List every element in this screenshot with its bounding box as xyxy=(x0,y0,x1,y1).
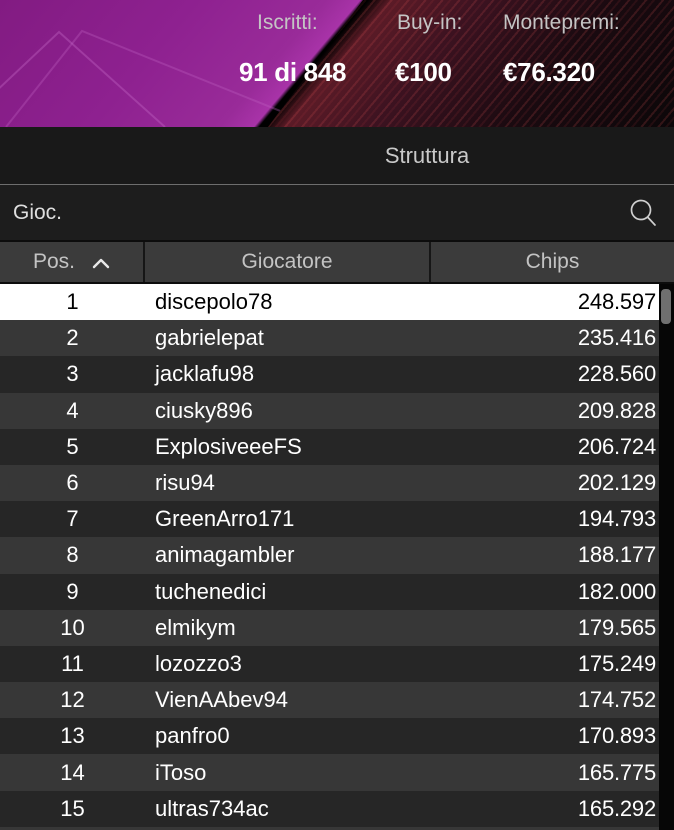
row-pos: 3 xyxy=(66,361,79,387)
column-header-pos[interactable]: Pos. xyxy=(0,242,145,282)
row-player: ultras734ac xyxy=(155,795,269,821)
row-pos: 14 xyxy=(60,759,85,785)
prizepool-label: Montepremi: xyxy=(503,11,620,34)
table-row[interactable]: 1 discepolo78 248.597 xyxy=(0,284,659,321)
row-player: lozozzo3 xyxy=(155,650,242,676)
row-player: gabrielepat xyxy=(155,325,264,351)
prizepool-value: €76.320 xyxy=(503,57,595,87)
row-chips: 188.177 xyxy=(577,542,656,568)
row-pos: 9 xyxy=(66,578,79,604)
row-pos: 10 xyxy=(60,614,85,640)
row-chips: 174.752 xyxy=(577,687,656,713)
row-pos: 15 xyxy=(60,795,85,821)
row-chips: 170.893 xyxy=(577,723,656,749)
column-header-player[interactable]: Giocatore xyxy=(145,242,431,282)
table-row[interactable]: 5 ExplosiveeeFS 206.724 xyxy=(0,428,659,465)
player-search-bar xyxy=(0,184,674,240)
row-player: tuchenedici xyxy=(155,578,267,604)
row-player: ciusky896 xyxy=(155,397,253,423)
mountain-triangles-decoration xyxy=(0,29,321,127)
table-row[interactable]: 11 lozozzo3 175.249 xyxy=(0,645,659,683)
row-pos: 8 xyxy=(66,542,79,568)
table-row[interactable]: 2 gabrielepat 235.416 xyxy=(0,320,659,357)
row-pos: 11 xyxy=(61,650,84,676)
table-row[interactable]: 4 ciusky896 209.828 xyxy=(0,392,659,429)
row-chips: 165.292 xyxy=(577,795,656,821)
tournament-header: Iscritti: 91 di 848 Buy-in: €100 Montepr… xyxy=(0,0,674,127)
row-player: risu94 xyxy=(155,470,215,496)
row-pos: 7 xyxy=(66,506,79,532)
row-player: elmikym xyxy=(155,614,236,640)
table-row[interactable]: 12 VienAAbev94 174.752 xyxy=(0,682,659,719)
row-chips: 182.000 xyxy=(577,578,656,604)
row-chips: 209.828 xyxy=(577,397,656,423)
scrollbar-thumb[interactable] xyxy=(661,289,671,324)
row-chips: 165.775 xyxy=(577,759,656,785)
row-chips: 248.597 xyxy=(577,289,656,315)
buyin-value: €100 xyxy=(395,57,452,87)
table-row[interactable]: 10 elmikym 179.565 xyxy=(0,609,659,646)
tab-struttura[interactable]: Struttura xyxy=(384,143,470,168)
entrants-value: 91 di 848 xyxy=(239,57,347,87)
row-chips: 175.249 xyxy=(577,650,656,676)
row-chips: 179.565 xyxy=(577,614,656,640)
row-chips: 235.416 xyxy=(577,325,656,351)
table-row[interactable]: 15 ultras734ac 165.292 xyxy=(0,790,659,827)
row-chips: 206.724 xyxy=(577,433,656,459)
table-header: Pos. Giocatore Chips xyxy=(0,240,674,284)
table-row[interactable]: 8 animagambler 188.177 xyxy=(0,537,659,574)
table-row-partial xyxy=(0,826,659,830)
entrants-label: Iscritti: xyxy=(257,11,318,34)
row-player: discepolo78 xyxy=(155,289,273,315)
leaderboard-table-body: 1 discepolo78 248.597 2 gabrielepat 235.… xyxy=(0,284,659,830)
tournament-stats: Iscritti: 91 di 848 Buy-in: €100 Montepr… xyxy=(0,0,674,127)
column-header-chips[interactable]: Chips xyxy=(431,242,674,282)
row-pos: 1 xyxy=(66,289,79,315)
row-chips: 202.129 xyxy=(577,470,656,496)
pos-header-label: Pos. xyxy=(32,250,76,273)
search-icon[interactable] xyxy=(628,196,660,230)
row-pos: 4 xyxy=(66,397,79,423)
row-chips: 228.560 xyxy=(577,361,656,387)
row-player: panfro0 xyxy=(155,723,230,749)
tab-bar: Struttura xyxy=(0,127,674,184)
row-player: jacklafu98 xyxy=(155,361,255,387)
chips-header-label: Chips xyxy=(525,250,580,273)
table-row[interactable]: 9 tuchenedici 182.000 xyxy=(0,573,659,610)
row-player: iToso xyxy=(155,759,207,785)
row-pos: 5 xyxy=(66,433,79,459)
search-input[interactable] xyxy=(0,186,613,239)
table-row[interactable]: 3 jacklafu98 228.560 xyxy=(0,356,659,393)
row-player: ExplosiveeeFS xyxy=(155,433,302,459)
table-row[interactable]: 14 iToso 165.775 xyxy=(0,754,659,791)
vertical-scrollbar-track[interactable] xyxy=(659,284,674,830)
table-row[interactable]: 7 GreenArro171 194.793 xyxy=(0,501,659,538)
table-row[interactable]: 13 panfro0 170.893 xyxy=(0,718,659,755)
row-pos: 12 xyxy=(60,687,85,713)
row-pos: 13 xyxy=(60,723,85,749)
row-pos: 2 xyxy=(66,325,79,351)
player-header-label: Giocatore xyxy=(241,250,333,273)
chevron-up-icon xyxy=(92,258,110,269)
row-pos: 6 xyxy=(66,470,79,496)
row-player: animagambler xyxy=(155,542,295,568)
row-player: VienAAbev94 xyxy=(155,687,288,713)
row-player: GreenArro171 xyxy=(155,506,295,532)
table-row[interactable]: 6 risu94 202.129 xyxy=(0,464,659,502)
row-chips: 194.793 xyxy=(577,506,656,532)
buyin-label: Buy-in: xyxy=(397,11,463,34)
